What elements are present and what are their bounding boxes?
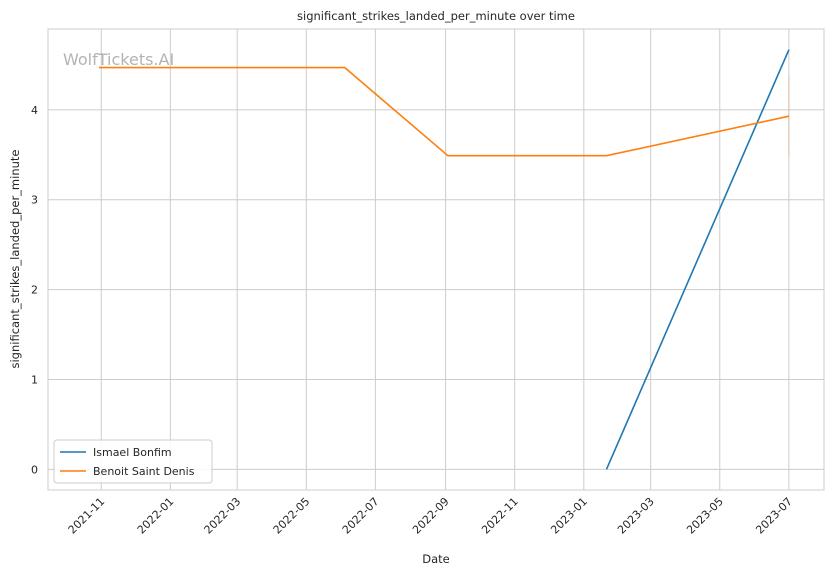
watermark: WolfTickets.AI [63, 50, 174, 69]
legend-label-ismael-bonfim: Ismael Bonfim [93, 446, 172, 459]
legend-label-benoit-saint-denis: Benoit Saint Denis [93, 465, 195, 478]
y-tick-label: 3 [31, 194, 38, 207]
plot-area [47, 28, 825, 491]
x-axis-title: Date [422, 552, 450, 566]
series-line-ismael-bonfim [605, 49, 790, 470]
legend-box [53, 439, 213, 484]
y-tick-label: 1 [31, 373, 38, 386]
series-lines [99, 49, 790, 470]
legend: Ismael Bonfim Benoit Saint Denis [53, 439, 213, 484]
y-tick-label: 4 [31, 104, 38, 117]
y-tick-label: 2 [31, 284, 38, 297]
y-axis-title: significant_strikes_landed_per_minute [8, 150, 22, 369]
y-axis-ticks: 0 1 2 3 4 [31, 104, 38, 476]
chart-title: significant_strikes_landed_per_minute ov… [297, 9, 575, 23]
gridlines [48, 29, 824, 490]
series-line-benoit-saint-denis [99, 66, 790, 157]
y-tick-label: 0 [31, 463, 38, 476]
